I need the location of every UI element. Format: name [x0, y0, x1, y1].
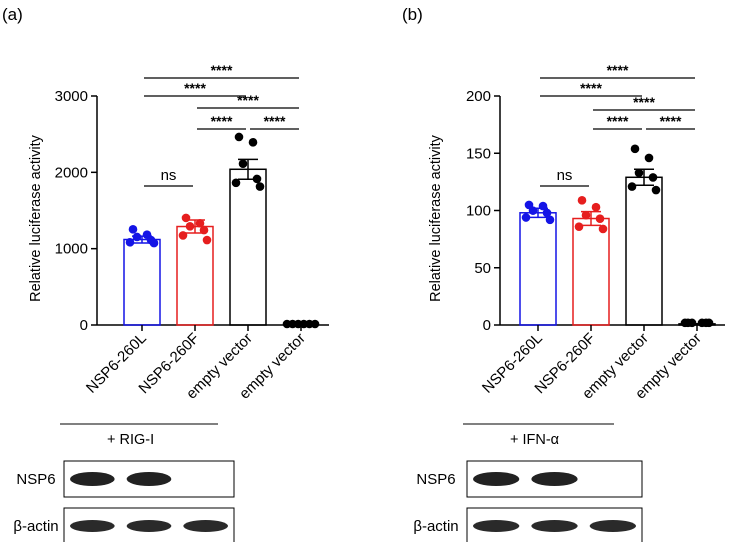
blot-band: [126, 520, 172, 532]
data-point: [128, 225, 138, 234]
significance-label: ****: [237, 92, 259, 108]
data-point: [687, 318, 697, 328]
y-axis-label: Relative luciferase activity: [428, 134, 444, 302]
data-point: [195, 218, 205, 228]
blot-band: [70, 472, 115, 486]
blot-band: [531, 520, 578, 532]
data-point: [581, 210, 591, 220]
significance-label: ****: [660, 113, 682, 129]
panel-label: (a): [2, 5, 23, 24]
bar: [123, 238, 161, 326]
data-point: [199, 225, 209, 235]
data-point: [149, 238, 159, 248]
blot-band: [183, 520, 229, 532]
panel-label: (b): [402, 5, 423, 24]
data-point: [545, 215, 555, 225]
data-point: [231, 178, 241, 188]
bar: [229, 168, 267, 326]
y-tick-label: 0: [80, 317, 88, 334]
data-point: [577, 196, 587, 205]
bar: [572, 217, 610, 326]
bar: [625, 176, 663, 326]
data-point: [595, 214, 605, 223]
treatment-label: + IFN-α: [510, 432, 559, 448]
blot-band: [473, 472, 520, 486]
data-point: [591, 202, 601, 212]
data-point: [528, 206, 538, 215]
significance-label: ns: [161, 167, 177, 184]
significance-label: ****: [633, 94, 655, 110]
y-axis-label: Relative luciferase activity: [28, 134, 44, 302]
blot-row-label: NSP6: [16, 471, 55, 488]
data-point: [132, 232, 142, 242]
blot-row-label: β-actin: [413, 518, 458, 535]
y-tick-label: 100: [466, 203, 491, 220]
data-point: [598, 224, 608, 234]
blot-band: [70, 520, 115, 532]
chart-panel-b: (b) 0 50 100 150 200 Relative luciferase activ…: [402, 5, 725, 542]
y-tick-label: 1000: [55, 241, 88, 258]
data-point: [644, 153, 654, 163]
blot-band: [531, 472, 578, 486]
blot-row-label: β-actin: [13, 518, 58, 535]
blot-band: [126, 472, 172, 486]
blot-band: [589, 520, 636, 532]
y-tick-label: 50: [474, 260, 491, 277]
data-point: [574, 222, 584, 231]
data-point: [181, 213, 191, 223]
significance-label: ns: [557, 167, 573, 184]
data-point: [252, 174, 262, 184]
data-point: [538, 201, 548, 211]
bar: [519, 212, 557, 326]
data-point: [125, 238, 135, 247]
y-tick-label: 0: [483, 317, 491, 334]
significance-label: ****: [264, 113, 286, 129]
data-point: [238, 159, 248, 168]
data-point: [310, 319, 320, 329]
data-point: [255, 182, 265, 191]
significance-label: ****: [184, 80, 206, 96]
data-point: [185, 221, 195, 231]
data-point: [234, 132, 244, 142]
data-point: [178, 231, 188, 240]
data-point: [704, 318, 714, 328]
data-point: [648, 173, 658, 182]
data-point: [248, 138, 258, 147]
data-point: [521, 213, 531, 222]
y-tick-label: 150: [466, 145, 491, 162]
treatment-label: + RIG-I: [107, 432, 154, 448]
significance-label: ****: [580, 80, 602, 96]
data-point: [680, 318, 690, 328]
data-point: [634, 168, 644, 178]
data-point: [627, 182, 637, 191]
data-point: [542, 208, 552, 218]
chart-panel-a: (a) 0 1000 2000 3000 Relative luciferase acti…: [2, 5, 329, 542]
significance-label: ****: [211, 62, 233, 78]
y-tick-label: 3000: [55, 88, 88, 105]
y-tick-label: 200: [466, 88, 491, 105]
y-tick-label: 2000: [55, 164, 88, 181]
blot-band: [473, 520, 520, 532]
significance-label: ****: [211, 113, 233, 129]
data-point: [202, 235, 212, 245]
significance-label: ****: [607, 62, 629, 78]
significance-label: ****: [607, 113, 629, 129]
data-point: [651, 185, 661, 195]
blot-row-label: NSP6: [416, 471, 455, 488]
data-point: [630, 144, 640, 154]
